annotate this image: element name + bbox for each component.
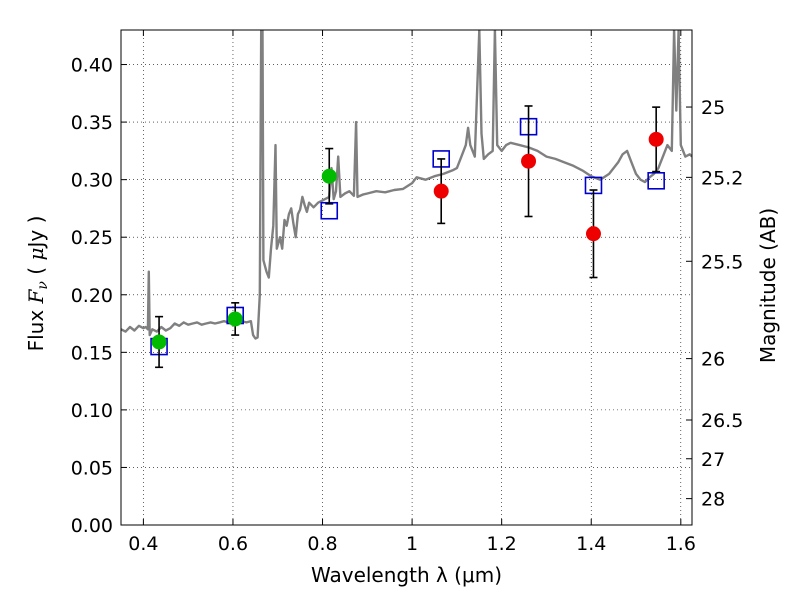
observed-point: [321, 168, 337, 184]
y-tick-label: 0.40: [71, 55, 113, 77]
observed-point: [433, 183, 449, 199]
magnitude-tick-label: 26.5: [701, 410, 743, 432]
ylabel-unit: Jy ): [24, 216, 48, 250]
ylabel-pre: Flux: [24, 303, 48, 351]
plot-content: [121, 30, 692, 369]
y-tick-label: 0.15: [71, 342, 113, 364]
observed-point: [151, 334, 167, 350]
magnitude-tick-label: 26: [701, 349, 725, 371]
y-tick-label: 0.10: [71, 400, 113, 422]
x-tick-label: 0.6: [218, 533, 248, 555]
observed-point: [648, 131, 664, 147]
x-tick-label: 1.6: [666, 533, 696, 555]
grid-lines: [121, 30, 692, 526]
observed-point: [227, 311, 243, 327]
y-tick-label: 0.05: [71, 457, 113, 479]
x-tick-label: 1.4: [576, 533, 606, 555]
x-axis-label: Wavelength λ (μm): [311, 563, 502, 587]
y-tick-label: 0.00: [71, 515, 113, 537]
plot-frame: [120, 29, 693, 526]
ylabel-var: F: [24, 288, 48, 304]
right-y-axis-label: Magnitude (AB): [756, 208, 780, 363]
ylabel-mu: μ: [24, 248, 48, 261]
left-y-axis-label: Flux Fν ( μJy ): [24, 216, 51, 352]
x-tick-label: 1.2: [487, 533, 517, 555]
model-photometry-square: [320, 201, 339, 220]
observed-point: [521, 153, 537, 169]
y-tick-label: 0.35: [71, 112, 113, 134]
model-photometry-square: [647, 172, 665, 190]
y-tick-label: 0.30: [71, 170, 113, 192]
x-tick-label: 0.8: [307, 533, 337, 555]
ylabel-mid: (: [24, 261, 48, 282]
observed-point: [585, 226, 601, 242]
magnitude-tick-label: 28: [701, 489, 725, 511]
y-tick-label: 0.25: [71, 227, 113, 249]
x-tick-label: 0.4: [128, 533, 158, 555]
spectrum-line: [121, 30, 692, 340]
magnitude-tick-label: 27: [701, 449, 725, 471]
magnitude-tick-label: 25: [701, 97, 725, 119]
ylabel-sub: ν: [35, 281, 51, 290]
axes: 0.4 0.6 0.8 1 1.2 1.4 1.6 0.00 0.05 0.10 0.15 0.20 0…: [71, 29, 743, 555]
axis-labels: Wavelength λ (μm) Magnitude (AB) Flux Fν…: [24, 208, 780, 587]
magnitude-tick-label: 25.2: [701, 167, 743, 189]
x-tick-label: 1: [406, 533, 418, 555]
magnitude-tick-label: 25.5: [701, 251, 743, 273]
y-tick-label: 0.20: [71, 285, 113, 307]
